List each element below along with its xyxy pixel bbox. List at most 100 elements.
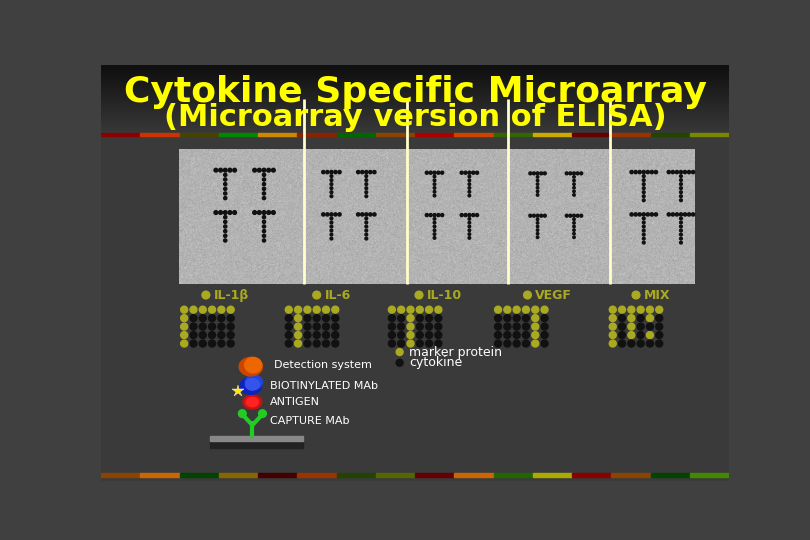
Circle shape bbox=[224, 197, 227, 200]
Bar bbox=[101, 127, 729, 128]
Bar bbox=[101, 293, 729, 294]
Bar bbox=[101, 175, 729, 176]
Circle shape bbox=[628, 323, 635, 330]
Circle shape bbox=[642, 241, 645, 244]
Bar bbox=[101, 370, 729, 372]
Circle shape bbox=[656, 332, 663, 339]
Circle shape bbox=[271, 211, 275, 214]
Bar bbox=[101, 131, 729, 132]
Circle shape bbox=[227, 340, 234, 347]
Circle shape bbox=[224, 211, 227, 214]
Circle shape bbox=[266, 168, 271, 172]
Circle shape bbox=[435, 323, 442, 330]
Bar bbox=[101, 466, 729, 467]
Bar bbox=[101, 424, 729, 425]
Text: IL-6: IL-6 bbox=[325, 288, 351, 301]
Circle shape bbox=[609, 332, 616, 339]
Bar bbox=[101, 101, 729, 102]
Circle shape bbox=[429, 213, 433, 217]
Circle shape bbox=[322, 332, 330, 339]
Circle shape bbox=[642, 171, 646, 174]
Bar bbox=[101, 73, 729, 74]
Circle shape bbox=[199, 340, 207, 347]
Bar bbox=[101, 141, 729, 142]
Circle shape bbox=[304, 306, 311, 313]
Bar bbox=[101, 400, 729, 401]
Bar bbox=[101, 230, 729, 231]
Bar bbox=[415, 132, 454, 137]
Bar bbox=[101, 122, 729, 123]
Bar bbox=[101, 172, 729, 173]
Bar bbox=[101, 76, 729, 77]
Bar bbox=[101, 130, 729, 131]
Bar bbox=[612, 132, 650, 137]
Bar bbox=[101, 211, 729, 212]
Bar bbox=[101, 189, 729, 190]
Circle shape bbox=[253, 211, 257, 214]
Bar bbox=[101, 308, 729, 309]
Ellipse shape bbox=[243, 395, 262, 409]
Circle shape bbox=[514, 323, 520, 330]
Bar bbox=[101, 357, 729, 358]
Bar bbox=[101, 100, 729, 101]
Bar bbox=[101, 439, 729, 440]
Circle shape bbox=[407, 323, 414, 330]
Bar bbox=[101, 65, 729, 66]
Bar bbox=[101, 363, 729, 364]
Bar bbox=[101, 298, 729, 299]
Circle shape bbox=[504, 340, 511, 347]
Bar bbox=[101, 282, 729, 283]
Bar bbox=[101, 201, 729, 202]
Circle shape bbox=[433, 179, 436, 181]
Circle shape bbox=[692, 213, 695, 216]
Bar bbox=[101, 236, 729, 237]
Bar bbox=[101, 402, 729, 403]
Bar bbox=[101, 95, 729, 96]
Bar bbox=[101, 256, 729, 257]
Bar bbox=[101, 330, 729, 331]
Bar bbox=[101, 470, 729, 471]
Circle shape bbox=[330, 187, 333, 190]
Bar bbox=[101, 445, 729, 446]
Bar bbox=[337, 132, 376, 137]
Bar bbox=[101, 359, 729, 360]
Circle shape bbox=[573, 225, 575, 228]
Circle shape bbox=[619, 306, 625, 313]
Bar bbox=[101, 457, 729, 458]
Circle shape bbox=[573, 236, 575, 239]
Bar bbox=[101, 241, 729, 242]
Text: IL-1β: IL-1β bbox=[214, 288, 249, 301]
Circle shape bbox=[468, 171, 471, 174]
Circle shape bbox=[460, 171, 463, 174]
Circle shape bbox=[514, 332, 520, 339]
Circle shape bbox=[628, 340, 635, 347]
Bar bbox=[101, 275, 729, 276]
Circle shape bbox=[514, 340, 520, 347]
Circle shape bbox=[415, 291, 423, 299]
Bar bbox=[101, 154, 729, 155]
Bar bbox=[101, 375, 729, 376]
Circle shape bbox=[295, 323, 301, 330]
Bar bbox=[101, 173, 729, 174]
Bar bbox=[101, 222, 729, 224]
Circle shape bbox=[671, 213, 675, 216]
Bar bbox=[101, 115, 729, 116]
Bar bbox=[101, 309, 729, 310]
Circle shape bbox=[536, 172, 539, 175]
Bar bbox=[101, 210, 729, 211]
Bar bbox=[101, 361, 729, 362]
Text: Cytokine Specific Microarray: Cytokine Specific Microarray bbox=[124, 75, 706, 109]
Circle shape bbox=[468, 194, 471, 197]
Bar bbox=[101, 468, 729, 469]
Circle shape bbox=[338, 171, 341, 174]
Circle shape bbox=[365, 187, 368, 190]
Circle shape bbox=[495, 323, 501, 330]
Bar bbox=[101, 276, 729, 278]
Text: cytokine: cytokine bbox=[409, 356, 463, 369]
Circle shape bbox=[573, 176, 575, 178]
Bar bbox=[101, 347, 729, 348]
Bar bbox=[101, 294, 729, 295]
Circle shape bbox=[680, 213, 683, 216]
Bar bbox=[101, 322, 729, 323]
Bar bbox=[101, 360, 729, 361]
